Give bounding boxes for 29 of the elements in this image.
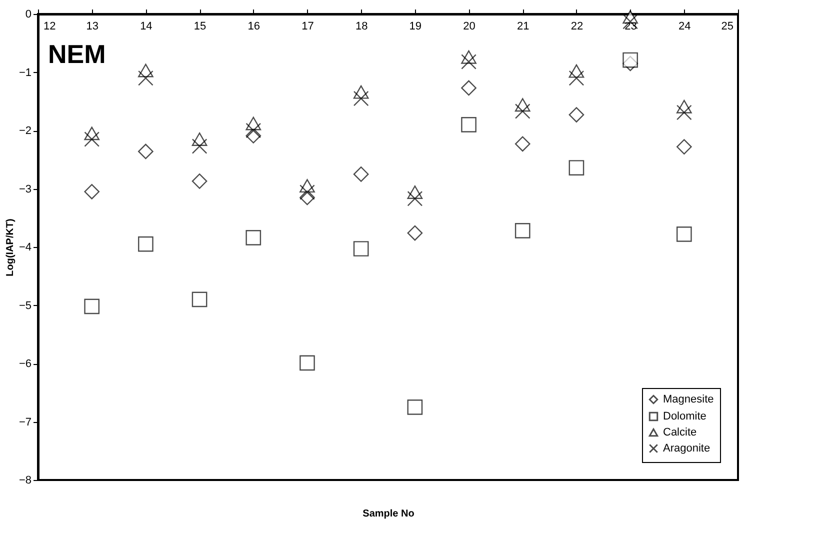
- y-tick-label: −1: [18, 66, 32, 79]
- y-tick-label: −8: [18, 474, 32, 486]
- legend-label: Dolomite: [663, 410, 706, 422]
- x-tick-label: 24: [678, 20, 691, 32]
- y-tick-label: −2: [18, 125, 32, 137]
- x-tick-label: 16: [248, 20, 260, 32]
- y-axis-title: Log(IAP/KT): [4, 218, 16, 276]
- y-tick-label: −6: [18, 358, 32, 370]
- x-tick-label: 22: [570, 20, 584, 32]
- y-tick-label: −5: [18, 300, 32, 312]
- x-tick-label: 17: [302, 20, 314, 32]
- y-tick-label: 0: [25, 8, 32, 20]
- legend-label: Aragonite: [663, 442, 710, 454]
- y-tick-label: −4: [18, 242, 32, 254]
- x-tick-label: 14: [140, 20, 152, 32]
- x-tick-label: 19: [409, 20, 422, 32]
- x-tick-label: 15: [194, 20, 206, 32]
- x-tick-label: 13: [86, 20, 98, 32]
- x-tick-label: 20: [463, 20, 476, 32]
- x-axis-title: Sample No: [362, 508, 414, 520]
- x-tick-label: 18: [355, 20, 368, 32]
- y-tick-label: −7: [18, 416, 32, 428]
- legend-label: Magnesite: [663, 394, 714, 406]
- x-tick-label: 25: [721, 20, 734, 32]
- x-tick-label: 12: [44, 20, 56, 32]
- x-tick-label: 21: [516, 20, 530, 32]
- legend-label: Calcite: [663, 426, 697, 438]
- y-tick-label: −3: [18, 183, 32, 196]
- annotation: NEM: [48, 39, 106, 69]
